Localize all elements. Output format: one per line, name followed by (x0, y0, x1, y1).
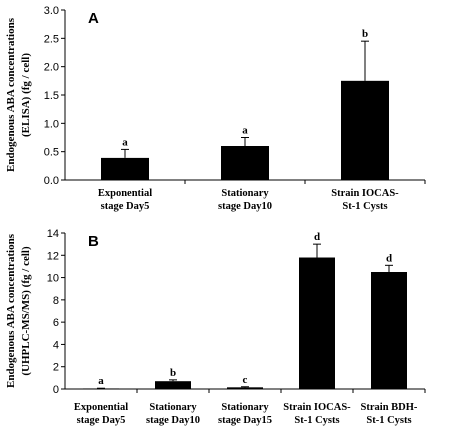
category-label: Stationary (221, 188, 269, 199)
y-tick-label: 6 (53, 317, 59, 329)
category-label: St-1 Cysts (342, 201, 387, 212)
significance-letter: a (242, 125, 248, 137)
significance-letter: d (386, 252, 392, 264)
category-label: stage Day5 (77, 415, 126, 426)
significance-letter: d (314, 231, 320, 243)
category-label: Exponential (74, 402, 128, 413)
bar (227, 387, 263, 389)
y-tick-label: 0 (53, 384, 59, 396)
y-tick-label: 4 (53, 339, 59, 351)
y-tick-label: 0.5 (44, 147, 59, 159)
y-tick-label: 3.0 (44, 5, 59, 17)
category-label: stage Day5 (101, 201, 150, 212)
category-label: stage Day15 (218, 415, 272, 426)
chart-panel-b: B 0 2 4 6 8 10 12 14 Endogenous ABA concentration… (5, 228, 426, 426)
category-label: Strain IOCAS- (283, 402, 351, 413)
chart-panel-a: A 0.0 0.5 1.0 1.5 2.0 2.5 3.0 Endogenous ABA con… (5, 5, 426, 212)
significance-letter: b (170, 367, 176, 379)
panel-label: B (88, 233, 99, 250)
bar (341, 80, 389, 180)
significance-letter: a (122, 136, 128, 148)
category-label: Strain IOCAS- (331, 188, 399, 199)
bar (299, 257, 335, 389)
category-label: stage Day10 (218, 201, 272, 212)
y-axis-title-line2: (ELISA) (fg / cell) (20, 53, 32, 137)
y-tick-label: 1.0 (44, 118, 59, 130)
y-tick-label: 14 (47, 228, 59, 240)
category-label: Exponential (98, 188, 152, 199)
bar (83, 388, 119, 390)
y-tick-label: 2 (53, 362, 59, 374)
category-label: Strain BDH- (361, 402, 418, 413)
category-label: St-1 Cysts (294, 415, 339, 426)
y-tick-label: 0.0 (44, 175, 59, 187)
y-axis-title-line1: Endogenous ABA concentrations (5, 233, 17, 388)
category-label: Stationary (221, 402, 269, 413)
y-tick-label: 2.5 (44, 33, 59, 45)
y-tick-label: 12 (47, 250, 59, 262)
y-tick-label: 8 (53, 295, 59, 307)
bar (221, 146, 269, 180)
panel-label: A (88, 10, 99, 27)
y-axis-title-line1: Endogenous ABA concentrations (5, 17, 17, 172)
category-label: stage Day10 (146, 415, 200, 426)
y-axis-title-line2: (UHPLC-MS/MS) (fg / cell) (20, 246, 32, 376)
category-label: Stationary (149, 402, 197, 413)
bar (155, 381, 191, 389)
bar (101, 157, 149, 180)
bar (371, 272, 407, 389)
y-tick-label: 1.5 (44, 90, 59, 102)
category-label: St-1 Cysts (366, 415, 411, 426)
significance-letter: b (362, 28, 368, 40)
y-tick-label: 10 (47, 273, 59, 285)
significance-letter: a (98, 375, 104, 387)
significance-letter: c (243, 374, 248, 386)
y-tick-label: 2.0 (44, 62, 59, 74)
